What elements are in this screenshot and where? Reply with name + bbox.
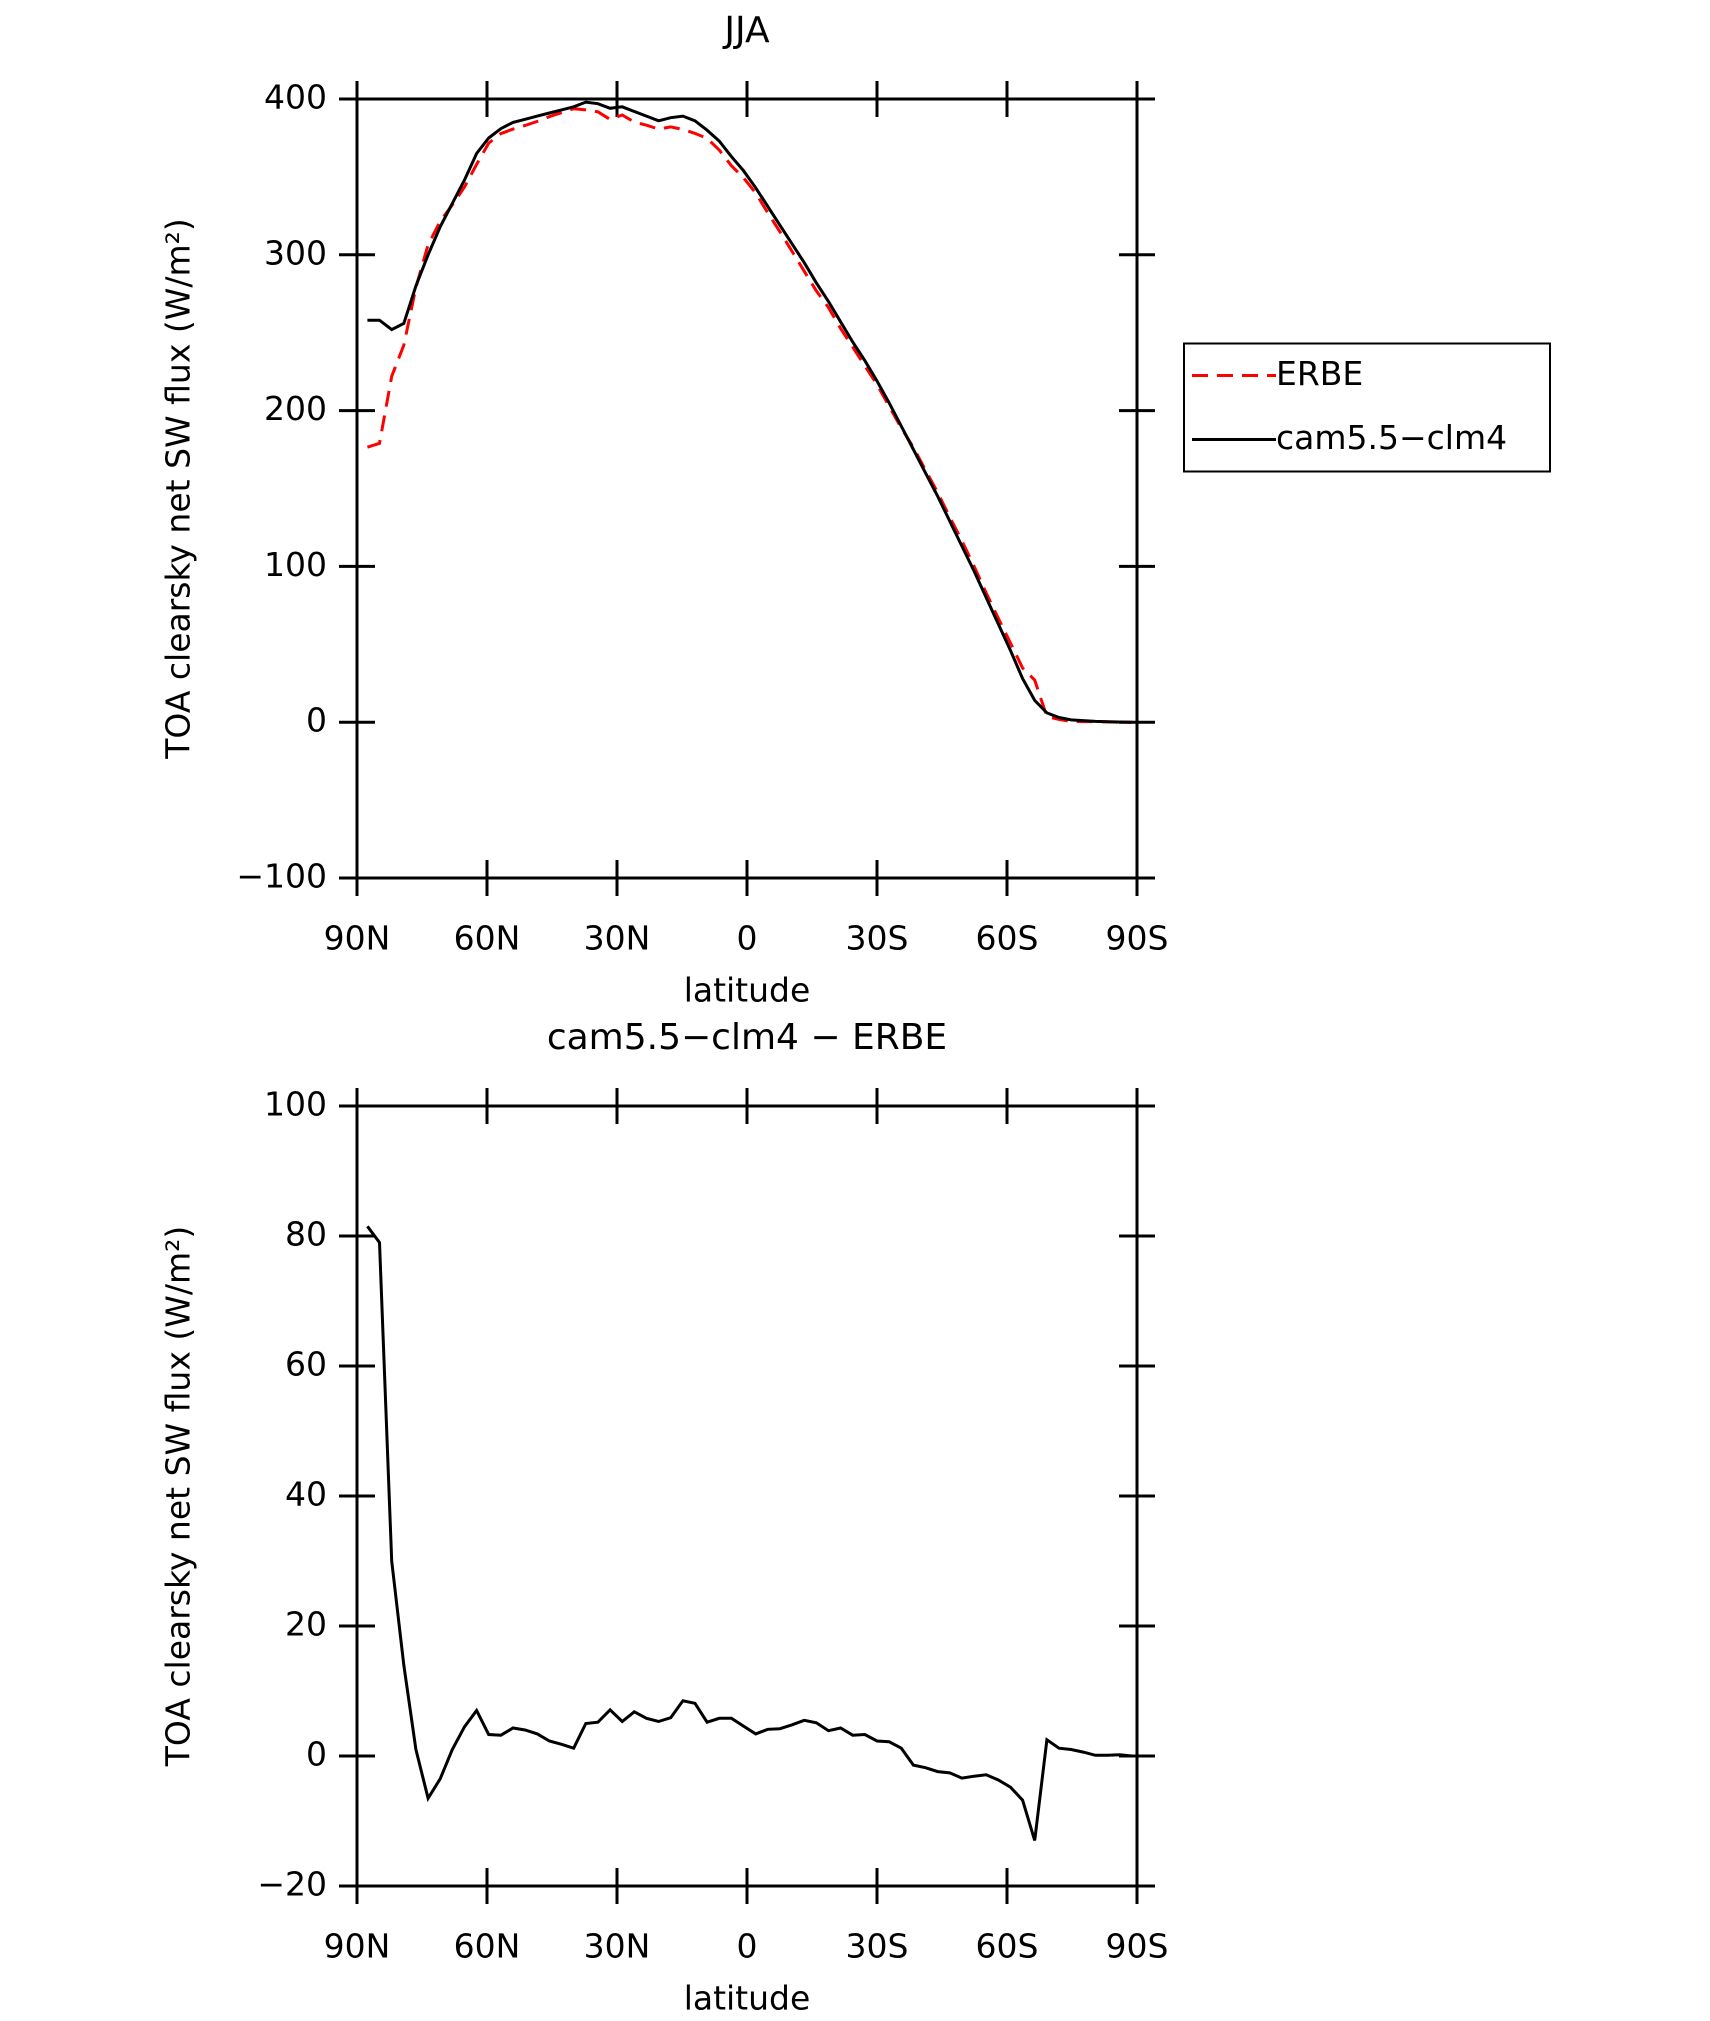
y-axis-label: TOA clearsky net SW flux (W/m²) xyxy=(159,1226,198,1767)
x-tick-label: 30N xyxy=(584,1927,651,1966)
x-tick-label: 30S xyxy=(846,919,909,958)
y-tick-label: 100 xyxy=(264,1085,327,1124)
x-tick-label: 90S xyxy=(1106,1927,1169,1966)
x-tick-label: 60S xyxy=(976,919,1039,958)
data-line xyxy=(366,1225,1132,1841)
x-tick-label: 0 xyxy=(737,1927,758,1966)
y-tick-label: −20 xyxy=(257,1865,327,1904)
y-tick-label: 80 xyxy=(285,1215,327,1254)
legend-box xyxy=(1183,342,1551,473)
y-axis-label: TOA clearsky net SW flux (W/m²) xyxy=(159,218,198,759)
x-tick-label: 30N xyxy=(584,919,651,958)
x-axis-label: latitude xyxy=(684,1979,811,2018)
y-tick-label: 100 xyxy=(264,545,327,584)
y-tick-label: 20 xyxy=(285,1605,327,1644)
data-line xyxy=(366,107,1132,724)
x-tick-label: 60N xyxy=(454,919,521,958)
y-tick-label: 200 xyxy=(264,389,327,428)
chart-title: JJA xyxy=(722,10,770,51)
y-tick-label: 400 xyxy=(264,78,327,117)
y-tick-label: 0 xyxy=(306,701,327,740)
x-axis-label: latitude xyxy=(684,971,811,1010)
x-tick-label: 0 xyxy=(737,919,758,958)
y-tick-label: −100 xyxy=(236,857,327,896)
x-tick-label: 60N xyxy=(454,1927,521,1966)
plot-frame xyxy=(355,97,1139,880)
y-tick-label: 60 xyxy=(285,1345,327,1384)
plot-frame xyxy=(355,1104,1139,1888)
legend-label: cam5.5−clm4 xyxy=(1276,418,1507,457)
x-tick-label: 90N xyxy=(324,1927,391,1966)
y-tick-label: 40 xyxy=(285,1475,327,1514)
x-tick-label: 90N xyxy=(324,919,391,958)
y-tick-label: 0 xyxy=(306,1735,327,1774)
x-tick-label: 90S xyxy=(1106,919,1169,958)
legend-label: ERBE xyxy=(1276,354,1363,393)
data-line xyxy=(367,100,1132,724)
x-tick-label: 30S xyxy=(846,1927,909,1966)
y-tick-label: 300 xyxy=(264,233,327,272)
chart-title: cam5.5−clm4 − ERBE xyxy=(547,1017,947,1058)
x-tick-label: 60S xyxy=(976,1927,1039,1966)
